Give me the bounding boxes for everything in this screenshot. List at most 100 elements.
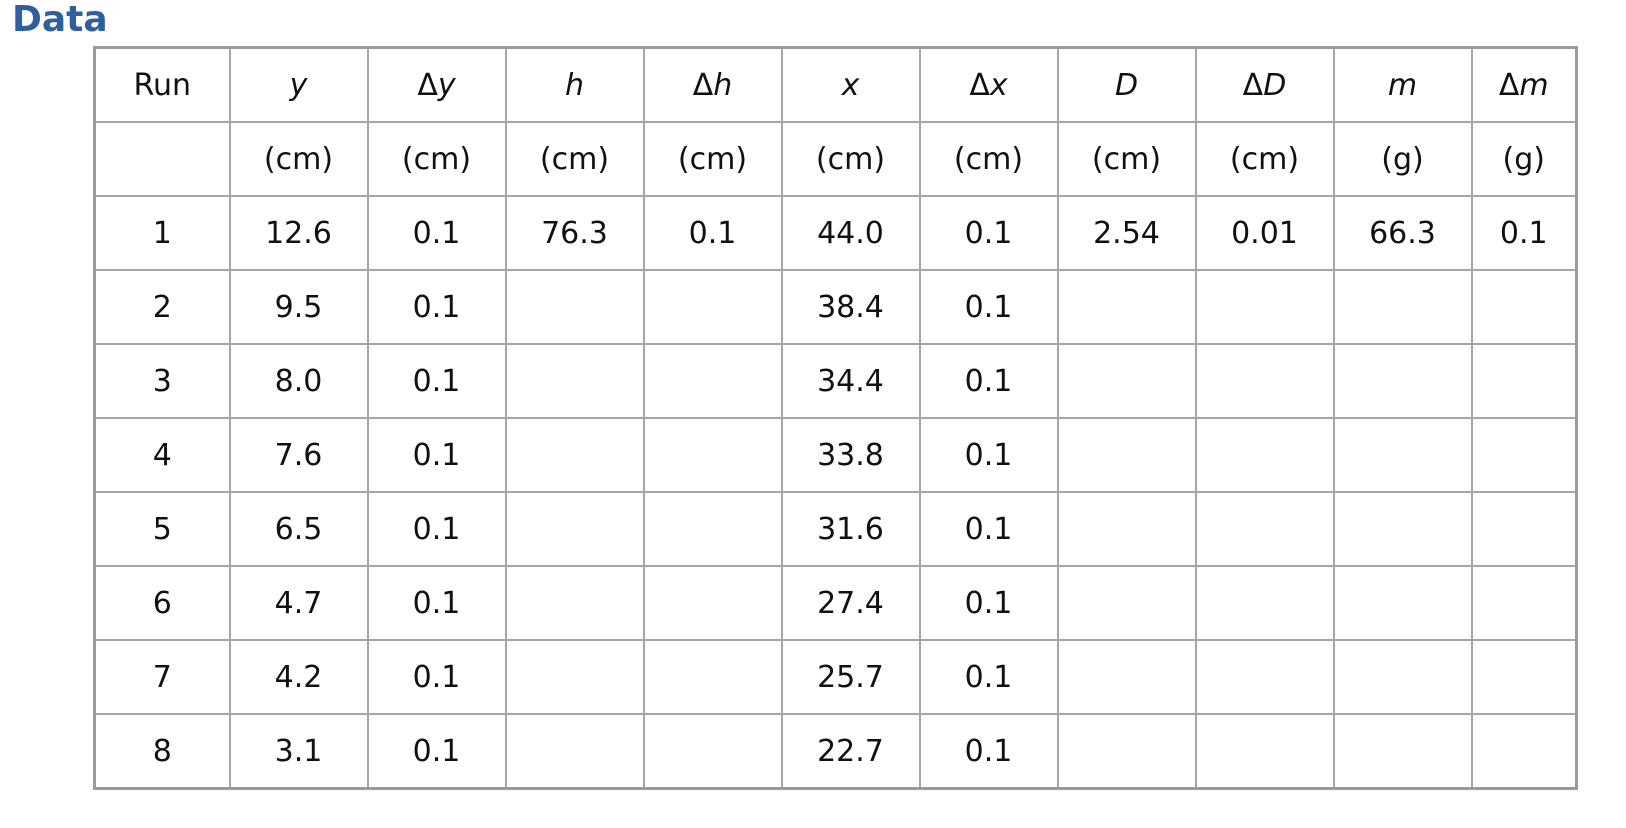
- table-cell: [1470, 343, 1578, 419]
- table-cell: 25.7: [780, 639, 921, 715]
- units-row: (cm) (cm) (cm) (cm) (cm) (cm) (cm) (cm) …: [93, 121, 1578, 197]
- table-cell: [504, 417, 645, 493]
- table-cell: 2.54: [1056, 195, 1197, 271]
- table-cell: [1056, 491, 1197, 567]
- header-cell: y: [228, 46, 369, 123]
- table-cell: [642, 713, 783, 790]
- header-cell: D: [1056, 46, 1197, 123]
- unit-cell: (cm): [366, 121, 507, 197]
- run-number-cell: 3: [93, 343, 231, 419]
- unit-cell: [93, 121, 231, 197]
- unit-cell: (cm): [228, 121, 369, 197]
- table-cell: [1056, 713, 1197, 790]
- table-cell: 0.1: [918, 343, 1059, 419]
- table-cell: 0.1: [366, 417, 507, 493]
- table-cell: 27.4: [780, 565, 921, 641]
- header-cell: Δy: [366, 46, 507, 123]
- run-number-cell: 2: [93, 269, 231, 345]
- table-row: 6 4.7 0.1 27.4 0.1: [93, 565, 1578, 641]
- table-cell: 0.1: [918, 491, 1059, 567]
- table-cell: 0.1: [918, 713, 1059, 790]
- table-cell: [1470, 713, 1578, 790]
- table-cell: 22.7: [780, 713, 921, 790]
- table-cell: [504, 713, 645, 790]
- table-row: 8 3.1 0.1 22.7 0.1: [93, 713, 1578, 790]
- table-cell: [1194, 639, 1335, 715]
- table-cell: 0.1: [366, 565, 507, 641]
- table-cell: [1332, 269, 1473, 345]
- table-cell: 8.0: [228, 343, 369, 419]
- table-body: 1 12.6 0.1 76.3 0.1 44.0 0.1 2.54 0.01 66.3 0.1 2 9.…: [93, 195, 1578, 790]
- table-cell: 7.6: [228, 417, 369, 493]
- run-number-cell: 6: [93, 565, 231, 641]
- table-cell: [1056, 639, 1197, 715]
- table-cell: 44.0: [780, 195, 921, 271]
- run-number-cell: 1: [93, 195, 231, 271]
- unit-cell: (cm): [504, 121, 645, 197]
- table-cell: [1470, 417, 1578, 493]
- table-cell: [642, 639, 783, 715]
- table-row: 7 4.2 0.1 25.7 0.1: [93, 639, 1578, 715]
- table-cell: [642, 343, 783, 419]
- table-row: 2 9.5 0.1 38.4 0.1: [93, 269, 1578, 345]
- table-cell: [1194, 343, 1335, 419]
- table-cell: 34.4: [780, 343, 921, 419]
- table-cell: [1470, 639, 1578, 715]
- table-cell: 0.01: [1194, 195, 1335, 271]
- table-cell: [1194, 565, 1335, 641]
- header-cell: ΔD: [1194, 46, 1335, 123]
- data-table: Run y Δy h Δh x Δx D ΔD m Δm (cm) (cm) (…: [93, 46, 1578, 790]
- table-cell: 0.1: [918, 565, 1059, 641]
- table-cell: [1470, 565, 1578, 641]
- table-cell: [504, 343, 645, 419]
- table-cell: 4.2: [228, 639, 369, 715]
- unit-cell: (cm): [1056, 121, 1197, 197]
- table-cell: 0.1: [918, 417, 1059, 493]
- table-cell: 0.1: [918, 639, 1059, 715]
- table-cell: 0.1: [1470, 195, 1578, 271]
- table-cell: 9.5: [228, 269, 369, 345]
- run-number-cell: 7: [93, 639, 231, 715]
- table-cell: 0.1: [366, 269, 507, 345]
- table-cell: 12.6: [228, 195, 369, 271]
- table-cell: 0.1: [366, 713, 507, 790]
- table-cell: [1332, 639, 1473, 715]
- table-cell: [1332, 491, 1473, 567]
- table-cell: [1470, 269, 1578, 345]
- table-cell: 0.1: [366, 639, 507, 715]
- header-cell: m: [1332, 46, 1473, 123]
- run-number-cell: 5: [93, 491, 231, 567]
- table-cell: 0.1: [918, 195, 1059, 271]
- table-cell: [1056, 417, 1197, 493]
- run-number-cell: 8: [93, 713, 231, 790]
- section-title: Data: [12, 0, 108, 40]
- table-cell: [642, 269, 783, 345]
- table-cell: [1470, 491, 1578, 567]
- header-cell: h: [504, 46, 645, 123]
- table-cell: 38.4: [780, 269, 921, 345]
- table-cell: [1332, 343, 1473, 419]
- table-cell: 6.5: [228, 491, 369, 567]
- table-cell: [504, 639, 645, 715]
- table-row: 1 12.6 0.1 76.3 0.1 44.0 0.1 2.54 0.01 66.3 0.1: [93, 195, 1578, 271]
- table-cell: 33.8: [780, 417, 921, 493]
- table-cell: [1332, 713, 1473, 790]
- table-cell: [504, 491, 645, 567]
- table-cell: 0.1: [366, 343, 507, 419]
- header-row: Run y Δy h Δh x Δx D ΔD m Δm: [93, 46, 1578, 123]
- table-cell: [642, 565, 783, 641]
- header-cell: Δm: [1470, 46, 1578, 123]
- header-cell: Run: [93, 46, 231, 123]
- table-cell: [1332, 565, 1473, 641]
- table-cell: 0.1: [642, 195, 783, 271]
- table-cell: [504, 565, 645, 641]
- table-cell: 76.3: [504, 195, 645, 271]
- table-cell: 0.1: [366, 491, 507, 567]
- table-cell: [1194, 491, 1335, 567]
- table-cell: [1056, 565, 1197, 641]
- header-cell: Δx: [918, 46, 1059, 123]
- unit-cell: (g): [1470, 121, 1578, 197]
- header-cell: Δh: [642, 46, 783, 123]
- table-cell: [642, 417, 783, 493]
- unit-cell: (cm): [1194, 121, 1335, 197]
